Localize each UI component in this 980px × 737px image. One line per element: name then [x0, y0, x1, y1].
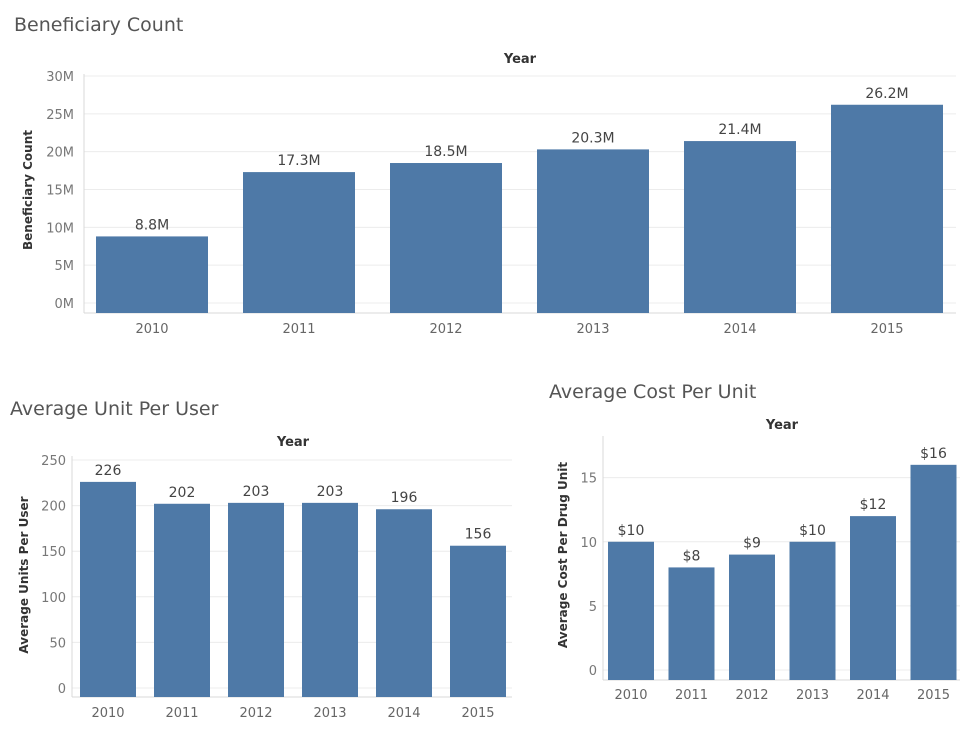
data-label-cost-2012: $9 [743, 536, 761, 552]
y-tick-label-units-2: 100 [41, 591, 66, 606]
x-tick-label-units-2014: 2014 [387, 706, 420, 721]
y-tick-label-beneficiary-0: 0M [55, 297, 75, 312]
y-tick-label-beneficiary-4: 20M [46, 146, 74, 161]
data-label-units-2015: 156 [465, 527, 492, 543]
data-label-cost-2011: $8 [683, 548, 701, 564]
x-tick-label-cost-2015: 2015 [917, 688, 950, 703]
data-label-units-2013: 203 [317, 484, 344, 500]
bar-beneficiary-2014[interactable] [684, 141, 796, 313]
bar-beneficiary-2011[interactable] [243, 172, 355, 313]
data-label-beneficiary-2015: 26.2M [865, 86, 908, 102]
bar-units-2012[interactable] [228, 502, 284, 697]
bar-units-2011[interactable] [154, 503, 210, 697]
y-tick-label-units-0: 0 [58, 682, 66, 697]
data-label-cost-2013: $10 [799, 523, 826, 539]
bar-cost-2014[interactable] [850, 516, 896, 680]
y-tick-label-units-1: 50 [49, 636, 66, 651]
x-tick-label-beneficiary-2010: 2010 [135, 322, 168, 337]
x-tick-label-cost-2013: 2013 [796, 688, 829, 703]
data-label-beneficiary-2012: 18.5M [424, 144, 467, 160]
x-tick-label-cost-2010: 2010 [614, 688, 647, 703]
bar-units-2014[interactable] [376, 509, 432, 697]
data-label-beneficiary-2014: 21.4M [718, 122, 761, 138]
x-tick-label-units-2011: 2011 [165, 706, 198, 721]
data-label-beneficiary-2013: 20.3M [571, 130, 614, 146]
y-axis-label-units: Average Units Per User [17, 496, 31, 653]
column-header-units: Year [276, 435, 310, 450]
y-tick-label-units-3: 150 [41, 545, 66, 560]
x-tick-label-cost-2014: 2014 [856, 688, 889, 703]
y-tick-label-cost-2: 10 [580, 536, 597, 551]
x-tick-label-cost-2011: 2011 [675, 688, 708, 703]
x-tick-label-cost-2012: 2012 [735, 688, 768, 703]
chart-title-average-cost-per-unit: Average Cost Per Unit [549, 381, 757, 403]
bar-units-2013[interactable] [302, 502, 358, 697]
x-tick-label-beneficiary-2012: 2012 [429, 322, 462, 337]
x-tick-label-beneficiary-2013: 2013 [576, 322, 609, 337]
y-tick-label-units-4: 200 [41, 500, 66, 515]
x-tick-label-units-2015: 2015 [461, 706, 494, 721]
bar-cost-2011[interactable] [668, 567, 715, 680]
bar-units-2015[interactable] [450, 545, 506, 697]
y-axis-label-beneficiary: Beneficiary Count [21, 130, 35, 250]
x-tick-label-beneficiary-2011: 2011 [282, 322, 315, 337]
bar-beneficiary-2013[interactable] [537, 149, 649, 313]
x-tick-label-units-2012: 2012 [239, 706, 272, 721]
bar-cost-2013[interactable] [789, 541, 836, 680]
data-label-units-2012: 203 [243, 484, 270, 500]
y-tick-label-cost-0: 0 [589, 664, 597, 679]
y-tick-label-cost-3: 15 [580, 472, 597, 487]
bar-beneficiary-2015[interactable] [831, 104, 943, 314]
bar-units-2010[interactable] [80, 481, 136, 697]
data-label-beneficiary-2011: 17.3M [277, 153, 320, 169]
bar-cost-2015[interactable] [910, 464, 957, 680]
x-tick-label-units-2010: 2010 [91, 706, 124, 721]
bar-beneficiary-2010[interactable] [96, 236, 208, 313]
y-tick-label-cost-1: 5 [589, 600, 597, 615]
data-label-cost-2015: $16 [920, 446, 947, 462]
y-tick-label-beneficiary-6: 30M [46, 70, 74, 85]
data-label-beneficiary-2010: 8.8M [135, 217, 169, 233]
bar-cost-2012[interactable] [729, 554, 775, 680]
data-label-cost-2010: $10 [618, 523, 645, 539]
x-tick-label-beneficiary-2014: 2014 [723, 322, 756, 337]
data-label-units-2011: 202 [169, 485, 196, 501]
y-tick-label-beneficiary-3: 15M [46, 184, 74, 199]
x-tick-label-beneficiary-2015: 2015 [870, 322, 903, 337]
y-tick-label-beneficiary-5: 25M [46, 108, 74, 123]
data-label-cost-2014: $12 [860, 497, 887, 513]
x-tick-label-units-2013: 2013 [313, 706, 346, 721]
y-tick-label-beneficiary-2: 10M [46, 221, 74, 236]
bar-beneficiary-2012[interactable] [390, 163, 502, 313]
column-header-beneficiary: Year [503, 52, 537, 67]
y-tick-label-beneficiary-1: 5M [55, 259, 75, 274]
y-axis-label-cost: Average Cost Per Drug Unit [556, 462, 570, 648]
data-label-units-2014: 196 [391, 490, 418, 506]
data-label-units-2010: 226 [95, 463, 122, 479]
chart-title-average-unit-per-user: Average Unit Per User [10, 398, 219, 420]
chart-title-beneficiary-count: Beneficiary Count [14, 14, 184, 36]
column-header-cost: Year [765, 418, 799, 433]
bar-cost-2010[interactable] [608, 541, 654, 680]
y-tick-label-units-5: 250 [41, 454, 66, 469]
